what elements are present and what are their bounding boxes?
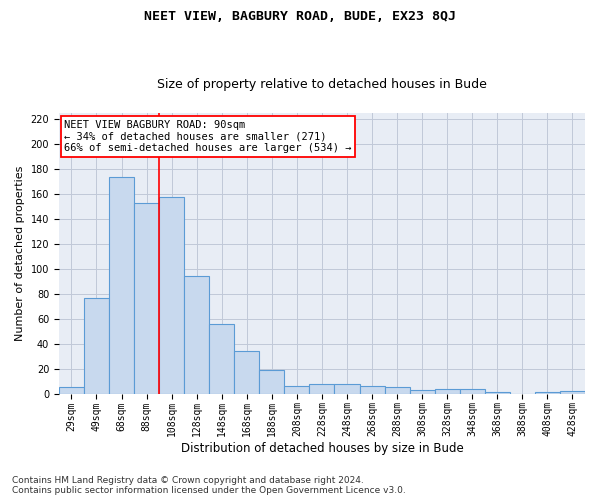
Bar (434, 388, 460, 394)
Bar (334, 384, 359, 394)
Bar (134, 203, 159, 394)
Text: Contains HM Land Registry data © Crown copyright and database right 2024.
Contai: Contains HM Land Registry data © Crown c… (12, 476, 406, 495)
Title: Size of property relative to detached houses in Bude: Size of property relative to detached ho… (157, 78, 487, 91)
Bar (259, 370, 284, 394)
Bar (560, 391, 585, 394)
Text: NEET VIEW BAGBURY ROAD: 90sqm
← 34% of detached houses are smaller (271)
66% of : NEET VIEW BAGBURY ROAD: 90sqm ← 34% of d… (64, 120, 352, 153)
Bar (535, 392, 560, 394)
Bar (84, 298, 109, 394)
Bar (359, 386, 385, 394)
Bar (460, 388, 485, 394)
Bar (410, 390, 434, 394)
Bar (184, 276, 209, 394)
Y-axis label: Number of detached properties: Number of detached properties (15, 166, 25, 341)
Bar (159, 196, 184, 394)
X-axis label: Distribution of detached houses by size in Bude: Distribution of detached houses by size … (181, 442, 463, 455)
Bar (109, 176, 134, 394)
Bar (234, 351, 259, 394)
Text: NEET VIEW, BAGBURY ROAD, BUDE, EX23 8QJ: NEET VIEW, BAGBURY ROAD, BUDE, EX23 8QJ (144, 10, 456, 23)
Bar (310, 384, 334, 394)
Bar (485, 392, 510, 394)
Bar (385, 388, 410, 394)
Bar (209, 324, 234, 394)
Bar (284, 386, 310, 394)
Bar (59, 388, 84, 394)
